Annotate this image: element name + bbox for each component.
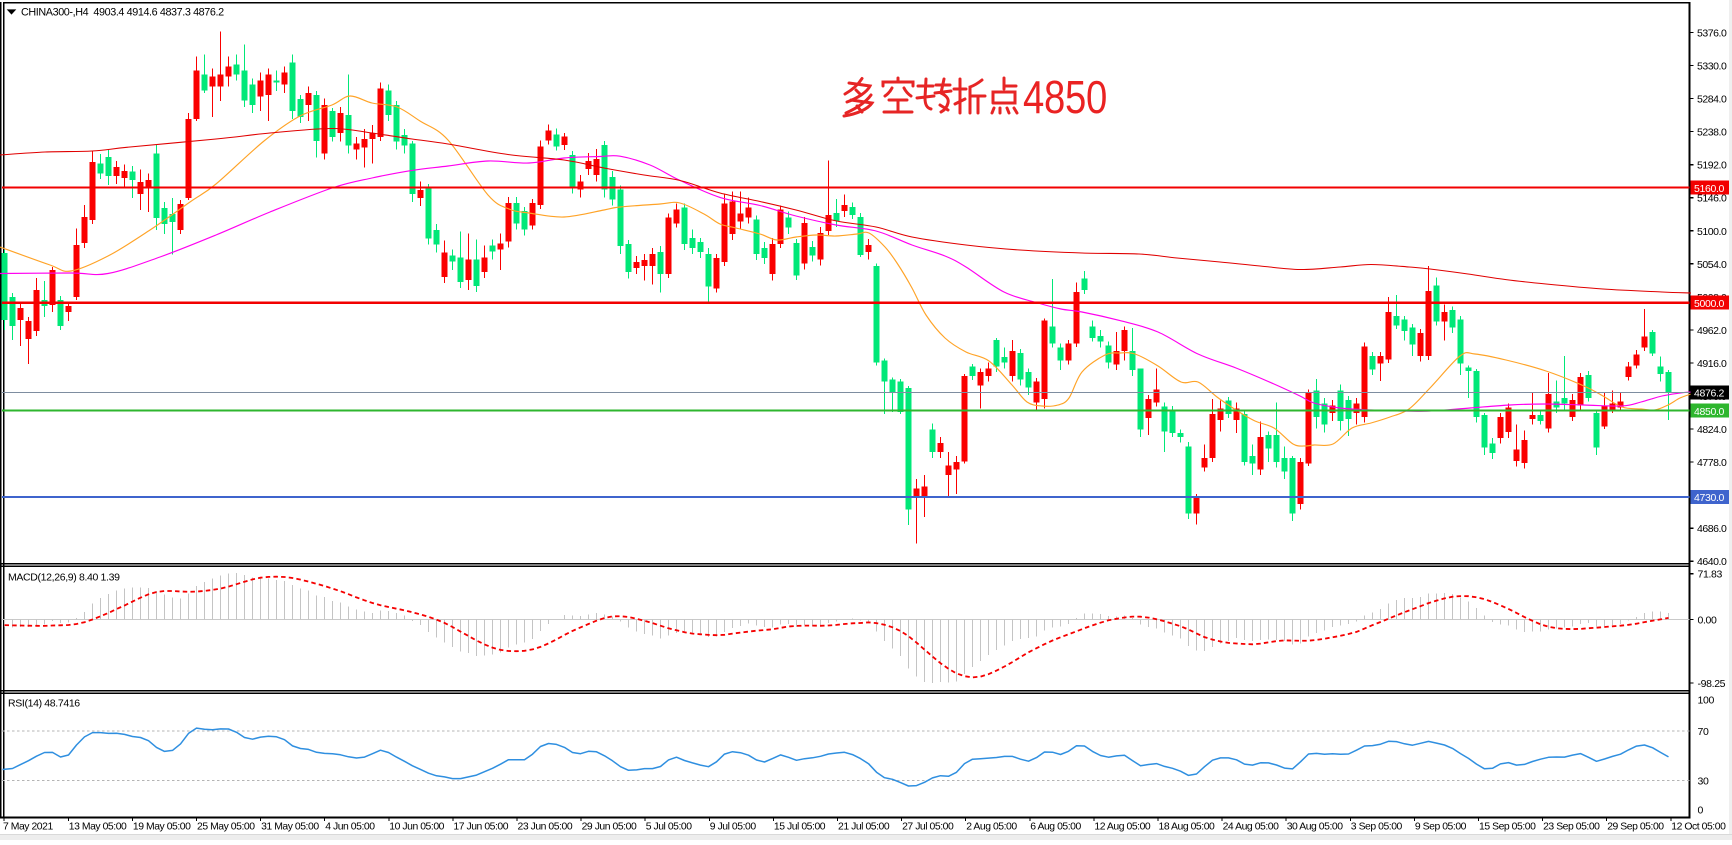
svg-text:21 Jul 05:00: 21 Jul 05:00 bbox=[838, 822, 890, 833]
svg-text:5192.0: 5192.0 bbox=[1697, 160, 1727, 172]
svg-text:19 May 05:00: 19 May 05:00 bbox=[133, 822, 191, 833]
svg-text:MACD(12,26,9) 8.40 1.39: MACD(12,26,9) 8.40 1.39 bbox=[8, 572, 120, 584]
svg-text:9 Jul 05:00: 9 Jul 05:00 bbox=[710, 822, 757, 833]
svg-text:4916.0: 4916.0 bbox=[1697, 358, 1727, 370]
svg-text:29 Sep 05:00: 29 Sep 05:00 bbox=[1607, 822, 1664, 833]
svg-text:4730.0: 4730.0 bbox=[1694, 492, 1725, 504]
svg-text:5146.0: 5146.0 bbox=[1697, 193, 1727, 205]
svg-text:7 May 2021: 7 May 2021 bbox=[3, 822, 53, 833]
svg-text:5376.0: 5376.0 bbox=[1697, 28, 1727, 40]
svg-text:4962.0: 4962.0 bbox=[1697, 325, 1727, 337]
svg-text:6 Aug 05:00: 6 Aug 05:00 bbox=[1030, 822, 1081, 833]
svg-text:9 Sep 05:00: 9 Sep 05:00 bbox=[1415, 822, 1467, 833]
svg-text:70: 70 bbox=[1698, 726, 1709, 738]
svg-text:4850: 4850 bbox=[1023, 71, 1107, 123]
svg-text:23 Jun 05:00: 23 Jun 05:00 bbox=[518, 822, 573, 833]
svg-text:5330.0: 5330.0 bbox=[1697, 61, 1727, 73]
svg-text:5284.0: 5284.0 bbox=[1697, 94, 1727, 106]
svg-text:4640.0: 4640.0 bbox=[1697, 556, 1727, 568]
svg-text:RSI(14) 48.7416: RSI(14) 48.7416 bbox=[8, 698, 80, 710]
svg-text:12 Oct 05:00: 12 Oct 05:00 bbox=[1671, 822, 1726, 833]
svg-text:4824.0: 4824.0 bbox=[1697, 424, 1727, 436]
svg-text:13 May 05:00: 13 May 05:00 bbox=[69, 822, 127, 833]
svg-text:25 May 05:00: 25 May 05:00 bbox=[197, 822, 255, 833]
svg-text:24 Aug 05:00: 24 Aug 05:00 bbox=[1223, 822, 1280, 833]
svg-text:27 Jul 05:00: 27 Jul 05:00 bbox=[902, 822, 954, 833]
svg-text:4876.2: 4876.2 bbox=[1694, 388, 1725, 400]
svg-text:71.83: 71.83 bbox=[1698, 569, 1723, 581]
svg-text:17 Jun 05:00: 17 Jun 05:00 bbox=[453, 822, 508, 833]
svg-text:-98.25: -98.25 bbox=[1698, 678, 1726, 690]
svg-text:30: 30 bbox=[1698, 776, 1709, 788]
svg-text:5000.0: 5000.0 bbox=[1694, 298, 1725, 310]
svg-text:2 Aug 05:00: 2 Aug 05:00 bbox=[966, 822, 1017, 833]
svg-text:5238.0: 5238.0 bbox=[1697, 127, 1727, 139]
svg-text:30 Aug 05:00: 30 Aug 05:00 bbox=[1287, 822, 1344, 833]
svg-text:23 Sep 05:00: 23 Sep 05:00 bbox=[1543, 822, 1600, 833]
svg-text:4850.0: 4850.0 bbox=[1694, 406, 1725, 418]
svg-text:4 Jun 05:00: 4 Jun 05:00 bbox=[325, 822, 375, 833]
svg-text:5054.0: 5054.0 bbox=[1697, 259, 1727, 271]
svg-text:18 Aug 05:00: 18 Aug 05:00 bbox=[1159, 822, 1216, 833]
svg-text:4778.0: 4778.0 bbox=[1697, 457, 1727, 469]
svg-text:29 Jun 05:00: 29 Jun 05:00 bbox=[582, 822, 637, 833]
svg-text:100: 100 bbox=[1698, 695, 1715, 707]
svg-text:15 Sep 05:00: 15 Sep 05:00 bbox=[1479, 822, 1536, 833]
svg-text:0.00: 0.00 bbox=[1698, 614, 1718, 626]
svg-text:CHINA300-,H4 4903.4 4914.6 48: CHINA300-,H4 4903.4 4914.6 4837.3 4876.2 bbox=[21, 7, 224, 19]
svg-text:0: 0 bbox=[1698, 805, 1704, 817]
svg-text:5160.0: 5160.0 bbox=[1694, 183, 1725, 195]
svg-text:15 Jul 05:00: 15 Jul 05:00 bbox=[774, 822, 826, 833]
svg-text:4686.0: 4686.0 bbox=[1697, 523, 1727, 535]
svg-text:12 Aug 05:00: 12 Aug 05:00 bbox=[1094, 822, 1151, 833]
svg-text:3 Sep 05:00: 3 Sep 05:00 bbox=[1351, 822, 1403, 833]
svg-text:5100.0: 5100.0 bbox=[1697, 226, 1727, 238]
svg-text:10 Jun 05:00: 10 Jun 05:00 bbox=[389, 822, 444, 833]
svg-text:31 May 05:00: 31 May 05:00 bbox=[261, 822, 319, 833]
svg-text:5 Jul 05:00: 5 Jul 05:00 bbox=[646, 822, 693, 833]
